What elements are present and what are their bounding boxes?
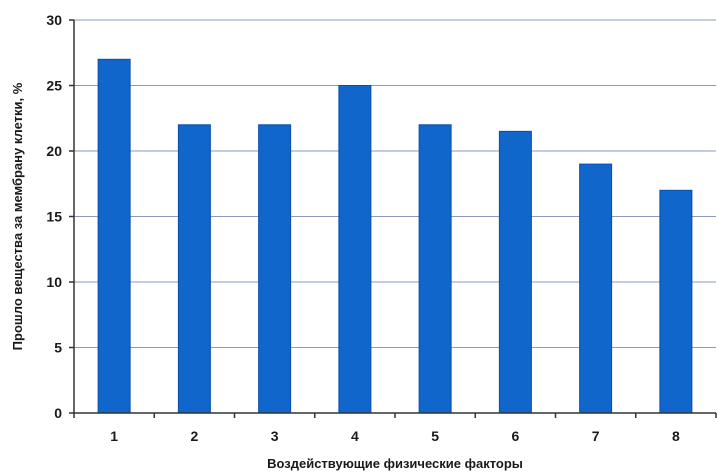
y-tick-label-20: 20 bbox=[46, 143, 62, 159]
x-tick-label-7: 7 bbox=[592, 428, 600, 444]
bar-8 bbox=[659, 189, 693, 414]
bar-2 bbox=[177, 124, 211, 414]
x-tick-label-4: 4 bbox=[351, 428, 359, 444]
y-axis-title: Прошло вещества за мембрану клетки, % bbox=[10, 82, 25, 350]
x-tick-label-5: 5 bbox=[431, 428, 439, 444]
x-tick-label-1: 1 bbox=[110, 428, 118, 444]
x-tick-labels: 1 2 3 4 5 6 7 8 bbox=[110, 428, 680, 444]
y-tick-label-15: 15 bbox=[46, 209, 62, 225]
x-tick-label-8: 8 bbox=[672, 428, 680, 444]
y-tick-label-0: 0 bbox=[54, 405, 62, 421]
bar-1 bbox=[97, 58, 131, 414]
bar-6 bbox=[498, 130, 532, 414]
bars bbox=[97, 58, 693, 414]
y-tick-labels: 0 5 10 15 20 25 30 bbox=[46, 12, 62, 421]
x-axis-title: Воздействующие физические факторы bbox=[267, 456, 523, 471]
bar-3 bbox=[258, 124, 292, 414]
y-tick-label-25: 25 bbox=[46, 78, 62, 94]
x-tick-label-2: 2 bbox=[190, 428, 198, 444]
x-tick-label-6: 6 bbox=[511, 428, 519, 444]
axes bbox=[69, 19, 717, 418]
bar-5 bbox=[418, 124, 452, 414]
y-tick-label-5: 5 bbox=[54, 340, 62, 356]
x-tick-label-3: 3 bbox=[271, 428, 279, 444]
bar-7 bbox=[579, 163, 613, 414]
gridlines bbox=[74, 19, 716, 348]
y-tick-label-30: 30 bbox=[46, 12, 62, 28]
bar-4 bbox=[338, 85, 372, 414]
y-tick-label-10: 10 bbox=[46, 274, 62, 290]
